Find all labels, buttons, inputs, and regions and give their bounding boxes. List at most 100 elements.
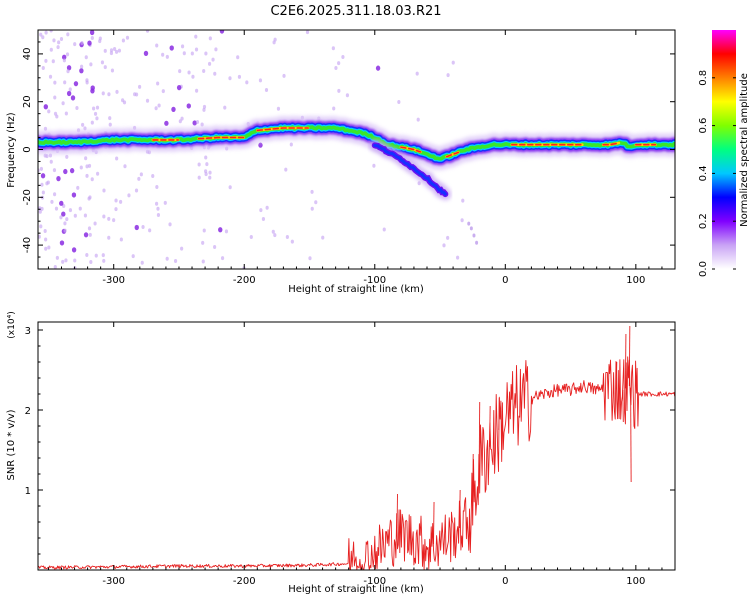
spectrogram-noise-point (161, 89, 165, 94)
spectrogram-noise-point (95, 105, 100, 110)
spectrogram-noise-point (93, 221, 97, 226)
spectrogram-noise-point (87, 163, 92, 168)
spectrogram-noise-point (96, 171, 100, 176)
spectrogram-noise-point (50, 199, 54, 204)
spectrogram-noise-point (165, 256, 169, 261)
spectrogram-noise-point (107, 92, 111, 97)
spectrogram-noise-point (114, 207, 118, 212)
snr-spike (622, 389, 624, 423)
spectrogram-traces (38, 116, 675, 201)
spectrogram-noise-point (237, 74, 242, 79)
snr-multiplier-label: (x10⁴) (7, 311, 17, 338)
spectrogram-noise-point (85, 80, 89, 85)
spectrogram-noise-point (102, 214, 106, 219)
spectrogram-noise-point (109, 48, 114, 53)
spectrogram-noise-point (208, 36, 212, 41)
spectrogram-noise-point (197, 175, 201, 180)
spectrogram-noise-point (80, 41, 84, 46)
spectrogram-noise-point (192, 120, 197, 126)
spectrogram-noise-point (64, 258, 68, 263)
spectrogram-noise-point (101, 91, 105, 96)
spectrogram-noise-point (456, 255, 460, 260)
spectrogram-noise-point (63, 228, 67, 233)
spectrogram-noise-point (204, 155, 208, 160)
spectrogram-noise-point (213, 245, 217, 250)
spectrogram-noise-point (47, 109, 51, 114)
spectrogram-noise-point (119, 237, 123, 242)
spectrogram-noise-point (265, 205, 269, 210)
spectrogram-noise-point (40, 206, 44, 211)
figure-title: C2E6.2025.311.18.03.R21 (270, 4, 441, 19)
snr-x-tick-label: 100 (626, 576, 645, 587)
spectrogram-noise-point (208, 175, 212, 180)
main-trace-core (256, 127, 309, 132)
spectrogram-noise-point (43, 104, 49, 110)
spectrogram-noise-point (85, 164, 89, 169)
spectrogram-noise-point (53, 264, 57, 269)
spectrogram-x-tick-label: 100 (626, 275, 645, 286)
spectrogram-noise-point (321, 235, 325, 240)
spectrogram-noise-point (249, 234, 253, 239)
spectrogram-noise-point (75, 105, 79, 110)
spectrogram-noise-point (163, 200, 167, 205)
spectrogram-noise-point (220, 256, 225, 261)
snr-x-axis-label: Height of straight line (km) (288, 584, 424, 595)
snr-plot-area (38, 322, 675, 570)
spectrogram-noise-point (202, 228, 206, 233)
spectrogram-noise-point (202, 104, 207, 109)
spectrogram-noise-point (258, 142, 263, 148)
spectrogram-noise-point (39, 166, 44, 171)
spectrogram-noise-point (54, 206, 59, 211)
spectrogram-noise-point (109, 51, 114, 56)
spectrogram-noise-point (51, 59, 55, 64)
spectrogram-noise-point (59, 37, 64, 42)
spectrogram-noise-point (168, 222, 172, 227)
spectrogram-noise-point (49, 159, 53, 164)
spectrogram-noise-point (334, 65, 338, 70)
spectrogram-x-tick-label: -100 (363, 275, 386, 286)
spectrogram-noise-point (65, 52, 70, 57)
spectrogram-noise-point (89, 30, 95, 36)
main-trace-core (602, 142, 620, 146)
spectrogram-noise-point (314, 200, 318, 205)
spectrogram-noise-point (180, 44, 185, 49)
spectrogram-noise-point (73, 42, 77, 47)
spectrogram-noise-point (73, 81, 79, 87)
spectrogram-noise-point (416, 117, 420, 122)
spectrogram-noise-point (178, 119, 182, 124)
snr-x-tick-label: -300 (102, 576, 125, 587)
spectrogram-noise-point (138, 84, 142, 89)
spectrogram-noise-point (308, 256, 312, 261)
spectrogram-noise-point (61, 211, 66, 217)
spectrogram-noise-point (44, 30, 48, 35)
snr-spike (459, 489, 461, 529)
spectrogram-noise-point (39, 32, 43, 37)
spectrogram-noise-point (107, 235, 111, 240)
spectrogram-noise-point (169, 45, 174, 51)
spectrogram-noise-point (84, 55, 88, 60)
spectrogram-noise-point (154, 106, 158, 111)
spectrogram-noise-point (73, 258, 77, 263)
spectrogram-noise-point (176, 85, 182, 91)
spectrogram-noise-point (191, 74, 195, 79)
spectrogram-noise-point (87, 196, 91, 201)
spectrogram-noise-point (100, 60, 105, 65)
spectrogram-noise-point (57, 40, 61, 45)
spectrogram-noise-point (76, 185, 80, 190)
spectrogram-noise-point (264, 87, 269, 92)
spectrogram-noise-point (201, 259, 205, 264)
spectrogram-noise-point (101, 253, 105, 258)
spectrogram-noise-point (44, 237, 48, 242)
spectrogram-y-tick-label: -40 (22, 237, 33, 253)
spectrogram-noise-point (66, 69, 70, 74)
spectrogram-noise-point (95, 116, 99, 121)
spectrogram-noise-point (127, 193, 131, 198)
spectrogram-noise-point (446, 73, 450, 78)
main-trace-hot-segment (197, 136, 245, 140)
spectrogram-noise-point (200, 122, 204, 127)
snr-y-tick-label: 3 (25, 326, 31, 337)
spectrogram-noise-point (41, 190, 45, 195)
spectrogram-noise-point (218, 227, 223, 233)
spectrogram-noise-point (43, 229, 47, 234)
spectrogram-noise-point (461, 198, 465, 203)
